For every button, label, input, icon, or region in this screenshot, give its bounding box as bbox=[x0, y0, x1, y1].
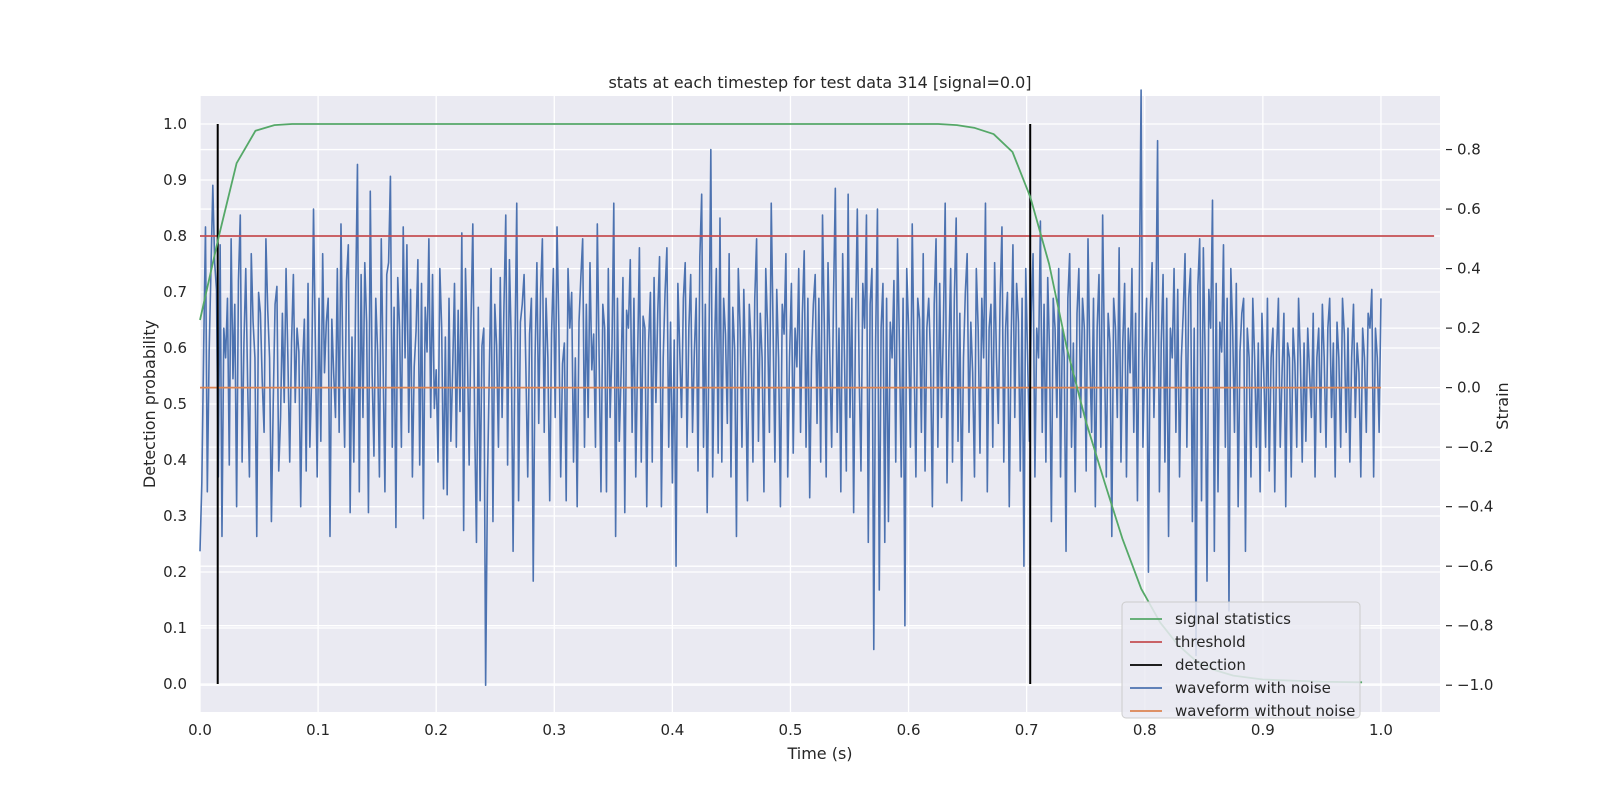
y-tick-label: 0.1 bbox=[163, 619, 187, 637]
y-tick-label: 0.4 bbox=[163, 451, 187, 469]
x-tick-label: 0.8 bbox=[1133, 721, 1157, 739]
y2-tick-label: −0.8 bbox=[1457, 617, 1493, 635]
x-tick-label: 0.5 bbox=[779, 721, 803, 739]
y2-tick-label: 0.0 bbox=[1457, 379, 1481, 397]
x-tick-label: 0.7 bbox=[1015, 721, 1039, 739]
y-tick-label: 0.6 bbox=[163, 339, 187, 357]
y2-tick-label: 0.2 bbox=[1457, 319, 1481, 337]
y-axis-label: Detection probability bbox=[140, 320, 159, 488]
legend-label: waveform without noise bbox=[1175, 702, 1355, 720]
x-tick-label: 1.0 bbox=[1369, 721, 1393, 739]
y2-tick-label: 0.4 bbox=[1457, 260, 1481, 278]
x-tick-label: 0.3 bbox=[542, 721, 566, 739]
y2-axis-label: Strain bbox=[1493, 382, 1512, 429]
chart-title: stats at each timestep for test data 314… bbox=[608, 73, 1031, 92]
y-tick-label: 0.0 bbox=[163, 675, 187, 693]
x-tick-label: 0.2 bbox=[424, 721, 448, 739]
x-axis-ticks: 0.0 0.1 0.2 0.3 0.4 0.5 0.6 0.7 0.8 0.9 1.0 bbox=[188, 721, 1393, 739]
x-tick-label: 0.6 bbox=[897, 721, 921, 739]
y2-tick-label: −0.2 bbox=[1457, 438, 1493, 456]
legend-label: signal statistics bbox=[1175, 610, 1291, 628]
legend-label: threshold bbox=[1175, 633, 1246, 651]
y2-tick-label: −0.6 bbox=[1457, 557, 1493, 575]
y-tick-label: 0.7 bbox=[163, 283, 187, 301]
legend-label: waveform with noise bbox=[1175, 679, 1331, 697]
legend: signal statistics threshold detection wavef… bbox=[1121, 601, 1361, 720]
x-tick-label: 0.4 bbox=[660, 721, 684, 739]
y-tick-label: 0.8 bbox=[163, 227, 187, 245]
legend-box bbox=[1121, 601, 1361, 719]
y-tick-label: 0.2 bbox=[163, 563, 187, 581]
legend-label: detection bbox=[1175, 656, 1246, 674]
waveform-with-noise-line bbox=[199, 89, 1382, 687]
y2-tick-label: −1.0 bbox=[1457, 676, 1493, 694]
y-tick-label: 0.9 bbox=[163, 171, 187, 189]
x-tick-label: 0.1 bbox=[306, 721, 330, 739]
x-axis-label: Time (s) bbox=[786, 744, 852, 763]
y-axis-ticks: 0.0 0.1 0.2 0.3 0.4 0.5 0.6 0.7 0.8 0.9 1.0 bbox=[163, 115, 187, 693]
y-tick-label: 1.0 bbox=[163, 115, 187, 133]
y2-tick-label: −0.4 bbox=[1457, 498, 1493, 516]
y-tick-label: 0.5 bbox=[163, 395, 187, 413]
y2-tick-label: 0.6 bbox=[1457, 200, 1481, 218]
x-tick-label: 0.9 bbox=[1251, 721, 1275, 739]
y-tick-label: 0.3 bbox=[163, 507, 187, 525]
y2-tick-label: 0.8 bbox=[1457, 141, 1481, 159]
y2-axis-ticks: −1.0 −0.8 −0.6 −0.4 −0.2 0.0 0.2 0.4 0.6 0.8 bbox=[1446, 141, 1493, 694]
x-tick-label: 0.0 bbox=[188, 721, 212, 739]
